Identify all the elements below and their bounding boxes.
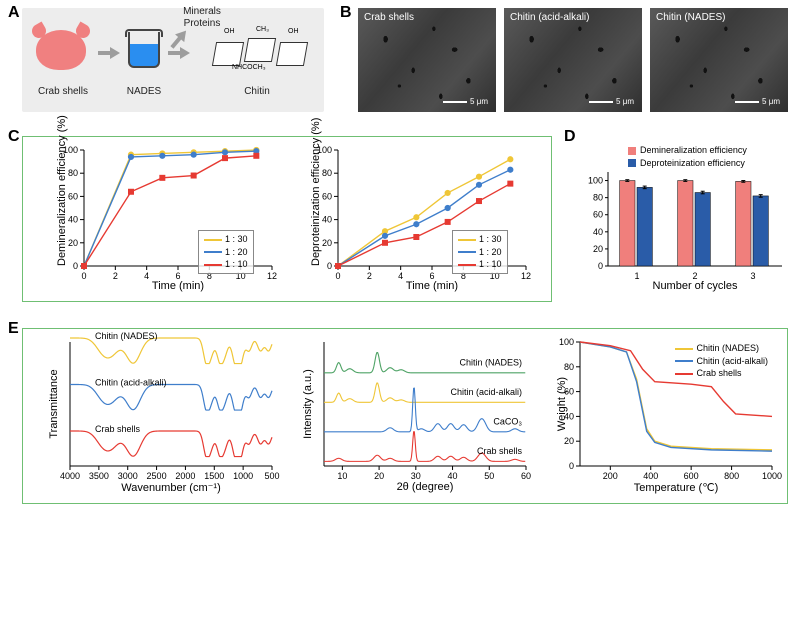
- panel-label-a: A: [8, 4, 20, 22]
- chitin-label: Chitin: [232, 86, 282, 98]
- svg-text:Chitin (NADES): Chitin (NADES): [459, 357, 522, 367]
- svg-text:Chitin (acid-alkali): Chitin (acid-alkali): [95, 377, 167, 387]
- arrow-icon: [98, 48, 120, 58]
- svg-text:3500: 3500: [89, 471, 109, 481]
- panel-label-d: D: [564, 128, 576, 146]
- svg-text:Chitin (acid-alkali): Chitin (acid-alkali): [450, 387, 522, 397]
- chart-tga: 2004006008001000020406080100Weight (%)Te…: [548, 336, 778, 494]
- svg-text:60: 60: [521, 471, 531, 481]
- chitin-structure-icon: OH CH₃ OH NHCOCH₃: [206, 30, 316, 74]
- svg-text:1000: 1000: [762, 471, 782, 481]
- svg-text:100: 100: [588, 176, 603, 186]
- svg-text:400: 400: [643, 471, 658, 481]
- svg-text:20: 20: [593, 244, 603, 254]
- chart-xrd: 10 20 30 40 50 60 Chitin (NADES) Chitin (acid-a…: [294, 336, 530, 494]
- svg-text:20: 20: [322, 238, 332, 248]
- svg-text:80: 80: [68, 168, 78, 178]
- nades-label: NADES: [120, 86, 168, 98]
- svg-text:30: 30: [411, 471, 421, 481]
- svg-text:1000: 1000: [233, 471, 253, 481]
- svg-text:60: 60: [68, 191, 78, 201]
- panel-label-c: C: [8, 128, 20, 146]
- svg-text:40: 40: [322, 215, 332, 225]
- sem-title: Crab shells: [364, 12, 414, 23]
- sem-image: Crab shells 5 μm: [358, 8, 496, 112]
- svg-text:1500: 1500: [204, 471, 224, 481]
- scalebar: 5 μm: [589, 97, 634, 106]
- svg-text:80: 80: [322, 168, 332, 178]
- arrow-icon: [168, 48, 190, 58]
- svg-text:600: 600: [684, 471, 699, 481]
- svg-text:0: 0: [569, 461, 574, 471]
- svg-text:10: 10: [337, 471, 347, 481]
- svg-text:80: 80: [593, 193, 603, 203]
- svg-text:60: 60: [593, 210, 603, 220]
- crab-icon: [36, 30, 86, 70]
- minerals-proteins-label: Minerals Proteins: [172, 6, 232, 30]
- svg-text:2500: 2500: [147, 471, 167, 481]
- scalebar: 5 μm: [735, 97, 780, 106]
- svg-text:800: 800: [724, 471, 739, 481]
- svg-text:500: 500: [264, 471, 279, 481]
- sem-title: Chitin (acid-alkali): [510, 12, 589, 23]
- svg-text:2000: 2000: [175, 471, 195, 481]
- svg-text:0: 0: [327, 261, 332, 271]
- sem-title: Chitin (NADES): [656, 12, 725, 23]
- svg-text:0: 0: [73, 261, 78, 271]
- chart-deproteinization: 024681012020406080100Deproteinization ef…: [302, 144, 532, 292]
- svg-text:40: 40: [68, 215, 78, 225]
- panel-a-bg: Minerals Proteins OH CH₃ OH NHCOCH₃ Crab…: [22, 8, 324, 112]
- svg-text:3000: 3000: [118, 471, 138, 481]
- scalebar: 5 μm: [443, 97, 488, 106]
- svg-text:4000: 4000: [60, 471, 80, 481]
- svg-text:Crab shells: Crab shells: [95, 424, 141, 434]
- svg-text:50: 50: [484, 471, 494, 481]
- svg-text:Crab shells: Crab shells: [477, 446, 523, 456]
- svg-text:200: 200: [603, 471, 618, 481]
- svg-text:60: 60: [322, 191, 332, 201]
- crab-shells-label: Crab shells: [28, 86, 98, 98]
- svg-text:40: 40: [448, 471, 458, 481]
- svg-text:Chitin (NADES): Chitin (NADES): [95, 331, 158, 341]
- svg-text:40: 40: [593, 227, 603, 237]
- svg-text:20: 20: [68, 238, 78, 248]
- chart-ftir: 4000350030002500200015001000500Chitin (N…: [40, 336, 276, 494]
- svg-text:CaCO₃: CaCO₃: [493, 416, 522, 426]
- sem-image: Chitin (acid-alkali) 5 μm: [504, 8, 642, 112]
- panel-label-b: B: [340, 4, 352, 22]
- svg-text:0: 0: [598, 261, 603, 271]
- chart-demineralization: 024681012020406080100Demineralization ef…: [48, 144, 278, 292]
- svg-text:20: 20: [374, 471, 384, 481]
- beaker-icon: [128, 32, 160, 68]
- chart-cycles: 020406080100123Number of cyclesDemineral…: [580, 144, 786, 292]
- panel-label-e: E: [8, 320, 19, 338]
- sem-image: Chitin (NADES) 5 μm: [650, 8, 788, 112]
